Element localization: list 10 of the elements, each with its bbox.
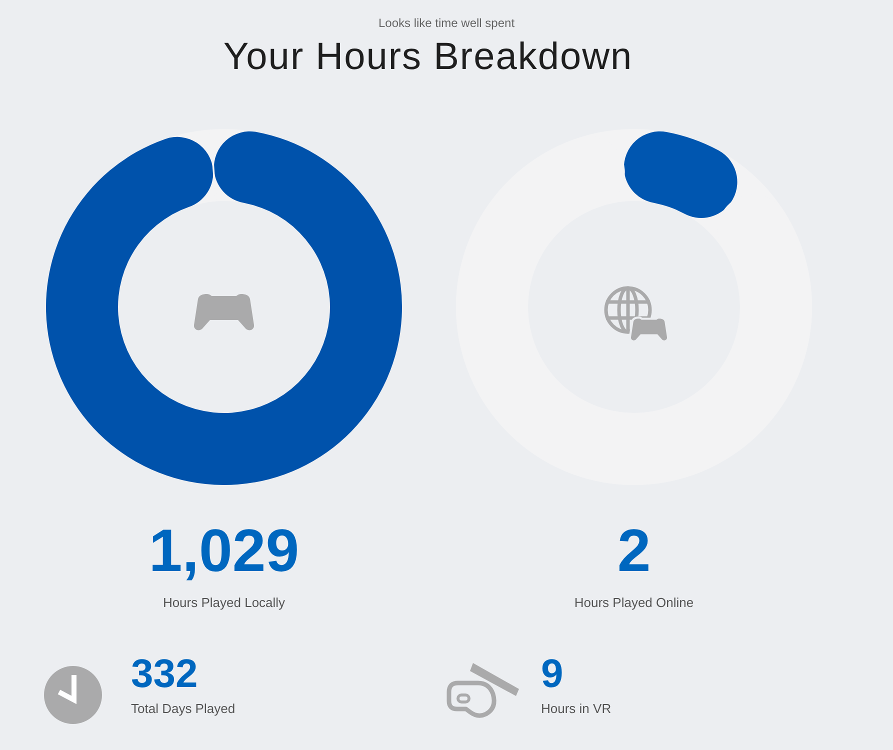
text: 332 [131,652,198,696]
text: Total Days Played [131,701,236,717]
text: Hours Played Online [574,595,694,611]
chart-title: Your Hours Breakdown [223,36,633,78]
text: 1,029 [148,517,300,584]
text: Hours in VR [541,701,612,717]
text: 2 [617,517,651,584]
text: Looks like time well spent [378,16,515,30]
text: Hours Played Locally [162,595,286,611]
text: 9 [541,652,564,696]
